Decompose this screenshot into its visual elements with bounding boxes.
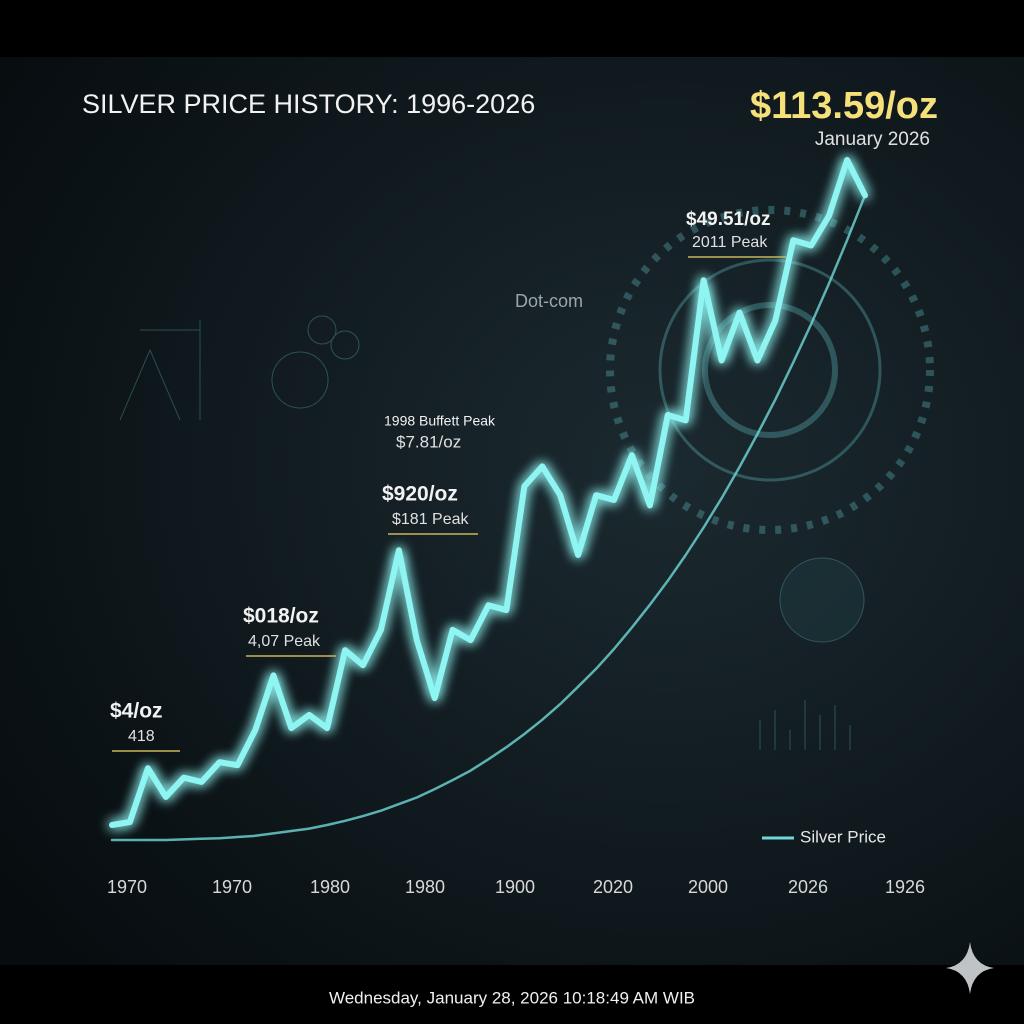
x-tick-label: 1926 [885,877,925,897]
annotation-sub: 4,07 Peak [248,633,321,650]
legend-label: Silver Price [800,827,886,846]
footer-timestamp: Wednesday, January 28, 2026 10:18:49 AM … [329,988,695,1007]
sparkle-icon [946,942,994,994]
annotation-sub: 2011 Peak [692,234,768,251]
annotation-label: 1998 Buffett Peak [384,413,496,429]
x-tick-label: 1970 [212,877,252,897]
x-tick-label: 2020 [593,877,633,897]
annotation-label: $4/oz [110,700,163,723]
chart-title: SILVER PRICE HISTORY: 1996-2026 [82,89,535,119]
price-line [109,157,868,828]
annotation-label: $49.51/oz [686,209,771,230]
annotation-label: $018/oz [243,605,319,628]
x-tick-label: 2026 [788,877,828,897]
annotation-sub: $7.81/oz [396,432,461,451]
x-tick-label: 1970 [107,877,147,897]
x-tick-label: 2000 [688,877,728,897]
annotation-sub: 418 [128,728,155,745]
decoration [119,206,934,750]
x-tick-label: 1980 [405,877,445,897]
x-tick-label: 1980 [310,877,350,897]
headline-price: $113.59/oz [750,85,938,127]
x-tick-label: 1900 [495,877,535,897]
headline-date: January 2026 [815,129,930,150]
bottom-bar [0,965,1024,1024]
annotation-label: Dot-com [515,291,583,311]
annotation-label: $920/oz [382,483,458,506]
top-bar [0,0,1024,57]
annotation-sub: $181 Peak [392,511,470,528]
background [0,57,1024,965]
trend-line [110,194,867,842]
